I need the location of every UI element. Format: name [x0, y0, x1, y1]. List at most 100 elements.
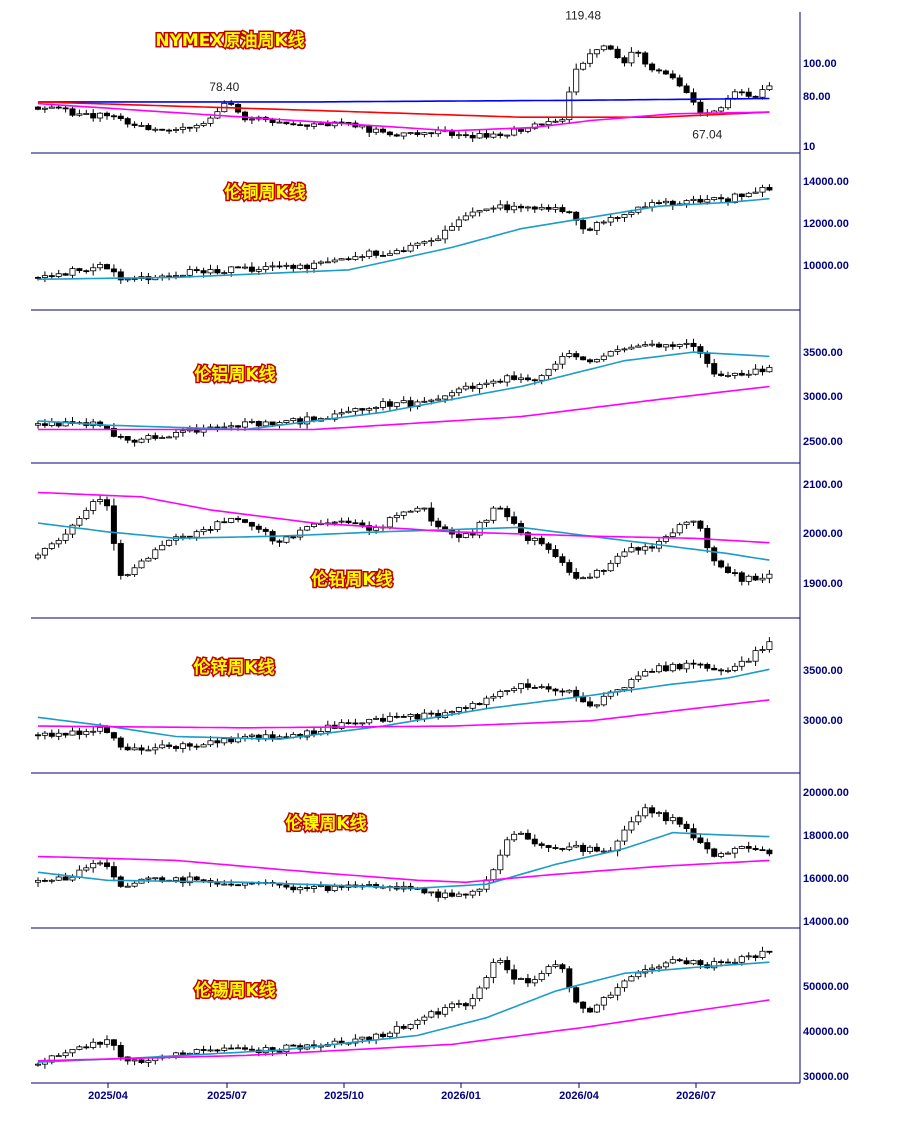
candle	[593, 48, 600, 58]
candle-body-up	[317, 123, 324, 126]
candle-body-up	[145, 557, 152, 562]
candle	[373, 249, 380, 259]
candle	[83, 864, 90, 873]
candle	[283, 536, 290, 544]
candle	[193, 1048, 200, 1055]
candle-body-up	[483, 697, 490, 706]
candle	[186, 126, 193, 132]
candle-body-down	[83, 270, 90, 273]
candle-body-up	[483, 519, 490, 523]
candle	[725, 958, 732, 964]
candle	[552, 545, 559, 559]
candle-body-up	[373, 527, 380, 531]
candle-body-down	[566, 211, 573, 214]
candle-body-down	[276, 540, 283, 543]
candle-body-down	[766, 950, 773, 953]
candle	[711, 957, 718, 971]
candle	[214, 738, 221, 748]
candle-body-up	[373, 128, 380, 133]
candle	[738, 845, 745, 849]
candle-body-up	[462, 533, 469, 538]
candle-body-up	[48, 879, 55, 882]
candle	[345, 256, 352, 261]
candle-body-up	[621, 348, 628, 351]
candle	[138, 558, 145, 569]
candle	[442, 889, 449, 900]
candle-body-up	[752, 368, 759, 375]
candle	[662, 69, 669, 75]
candle	[683, 521, 690, 529]
candle	[179, 123, 186, 134]
candle	[669, 70, 676, 80]
candle	[469, 207, 476, 219]
candle	[587, 573, 594, 580]
candle	[393, 402, 400, 410]
candle	[656, 341, 663, 348]
candle-body-up	[656, 812, 663, 815]
candle-body-up	[518, 683, 525, 690]
candle-body-down	[55, 106, 62, 109]
candle-body-up	[552, 964, 559, 968]
candle-body-up	[97, 862, 104, 865]
candle-body-up	[428, 1011, 435, 1018]
candle-body-up	[669, 959, 676, 964]
candle	[476, 702, 483, 706]
candle-body-up	[566, 91, 573, 121]
candle-body-down	[745, 91, 752, 97]
candle-body-down	[704, 664, 711, 669]
candle	[207, 264, 214, 275]
candle-body-down	[104, 499, 111, 507]
candle	[248, 418, 255, 425]
candle-body-down	[90, 113, 97, 119]
price-annotation: 119.48	[565, 8, 601, 22]
candle-body-down	[497, 380, 504, 383]
candle-body-up	[386, 253, 393, 256]
candle-body-up	[462, 215, 469, 221]
candle	[462, 131, 469, 139]
y-tick-label: 50000.00	[803, 981, 849, 993]
candle-body-up	[628, 821, 635, 831]
candle	[421, 507, 428, 512]
candle	[497, 689, 504, 699]
y-tick-label: 40000.00	[803, 1026, 849, 1038]
candle	[345, 517, 352, 525]
candle	[504, 836, 511, 858]
candle-body-up	[317, 885, 324, 888]
candle	[552, 844, 559, 850]
candle	[104, 496, 111, 511]
candle	[483, 975, 490, 990]
candle-body-up	[193, 1049, 200, 1054]
candle	[159, 540, 166, 551]
candle-body-up	[76, 518, 83, 526]
candle	[428, 132, 435, 138]
candle	[593, 843, 600, 853]
candle	[566, 349, 573, 359]
candle-body-down	[697, 346, 704, 354]
candle	[393, 133, 400, 138]
candle-body-up	[366, 250, 373, 258]
candle	[90, 726, 97, 736]
candle-body-up	[407, 132, 414, 135]
candle-body-down	[414, 132, 421, 135]
candle	[400, 511, 407, 520]
candle-body-up	[97, 112, 104, 119]
candle	[593, 358, 600, 364]
candle	[469, 132, 476, 142]
y-tick-label: 14000.00	[803, 176, 849, 188]
y-tick-label: 3000.00	[803, 715, 843, 727]
candle	[131, 1059, 138, 1066]
candle-body-up	[152, 128, 159, 131]
candle-body-up	[538, 972, 545, 981]
candle-body-down	[69, 108, 76, 116]
candle-body-down	[428, 507, 435, 522]
candle	[152, 547, 159, 560]
x-tick-label: 2026/04	[559, 1090, 600, 1102]
candle	[435, 235, 442, 242]
candle-body-down	[476, 702, 483, 706]
candle-body-up	[386, 517, 393, 528]
x-tick-label: 2026/07	[676, 1090, 716, 1102]
candle	[766, 950, 773, 955]
candle-body-up	[593, 704, 600, 707]
candle-body-up	[200, 744, 207, 748]
candle	[221, 1044, 228, 1052]
